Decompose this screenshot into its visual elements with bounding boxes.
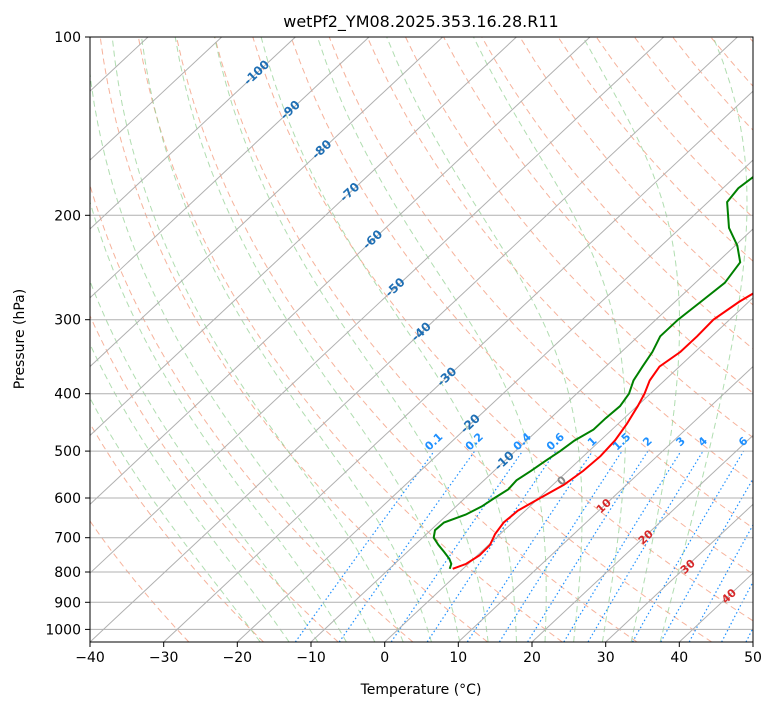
- moist-adiabat-line: [582, 37, 680, 642]
- x-tick-label: 40: [670, 650, 688, 666]
- isotherm-gridline: [90, 37, 370, 299]
- dry-adiabat-line: [328, 37, 753, 529]
- isotherm-gridline: [90, 37, 444, 368]
- isotherm-gridline: [310, 228, 753, 642]
- isotherm-gridline: [90, 37, 738, 642]
- moist-adiabat-line: [90, 397, 261, 642]
- isotherm-gridline: [236, 159, 753, 642]
- moist-adiabat-line: [659, 37, 748, 642]
- y-tick-label: 200: [54, 208, 81, 224]
- y-tick-label: 600: [54, 491, 81, 507]
- x-tick-label: 20: [523, 650, 541, 666]
- dry-adiabat-line: [252, 37, 753, 622]
- mixing-ratio-line: [498, 450, 623, 642]
- moist-adiabat-line: [473, 37, 627, 642]
- x-axis: −40 −30 −20 −10 0 10 20 30 40 50: [75, 642, 762, 666]
- plot-frame: [89, 36, 754, 643]
- y-tick-label: 700: [54, 531, 81, 547]
- moist-adiabat-line: [90, 69, 376, 642]
- mixing-ratio-lines: [294, 450, 753, 642]
- temperature-line: [452, 292, 753, 570]
- isotherm-gridline: [90, 37, 517, 437]
- moist-adiabat-line: [214, 37, 489, 642]
- y-tick-label: 800: [54, 565, 81, 581]
- moist-adiabat-line: [174, 37, 461, 642]
- moist-adiabat-line: [90, 279, 319, 642]
- x-tick-label: 30: [597, 650, 615, 666]
- y-tick-label: 900: [54, 595, 81, 611]
- moist-adiabat-line: [90, 342, 290, 642]
- dry-adiabat-line: [90, 422, 264, 642]
- dry-adiabat-line: [90, 314, 339, 642]
- isotherm-gridline: [90, 37, 665, 574]
- x-tick-label: 0: [380, 650, 389, 666]
- x-tick-label: −10: [296, 650, 326, 666]
- isotherm-gridline: [605, 503, 753, 642]
- moist-adiabat-line: [386, 37, 583, 642]
- y-tick-label: 1000: [45, 622, 81, 638]
- isotherm-gridline: [90, 37, 223, 161]
- mixing-ratio-line: [688, 523, 753, 642]
- isotherm-gridline: [531, 434, 753, 642]
- mixing-ratio-line: [338, 450, 476, 642]
- y-tick-label: 400: [54, 387, 81, 403]
- isotherm-gridline: [163, 90, 753, 642]
- mixing-ratio-line: [660, 477, 753, 642]
- isotherm-gridline: [90, 37, 591, 506]
- isotherm-gridline: [457, 365, 753, 642]
- x-tick-label: 10: [449, 650, 467, 666]
- x-axis-label: Temperature (°C): [360, 682, 482, 698]
- moist-adiabat-line: [141, 37, 432, 642]
- isotherm-gridlines: [90, 37, 753, 642]
- y-tick-label: 100: [54, 30, 81, 46]
- x-tick-label: 50: [744, 650, 762, 666]
- y-tick-label: 500: [54, 444, 81, 460]
- x-tick-label: −30: [149, 650, 179, 666]
- y-tick-label: 300: [54, 313, 81, 329]
- dewpoint-line: [432, 175, 753, 570]
- isotherm-gridline: [90, 37, 296, 230]
- dry-adiabat-line: [176, 37, 638, 642]
- chart-title: wetPf2_YM08.2025.353.16.28.R11: [283, 12, 558, 32]
- y-axis: 100 200 300 400 500 600 700 800 900 1000: [45, 30, 90, 638]
- moist-adiabat-line: [316, 37, 547, 642]
- isobar-gridlines: [90, 37, 753, 630]
- x-tick-label: −40: [75, 650, 105, 666]
- x-tick-label: −20: [223, 650, 253, 666]
- dry-adiabat-line: [290, 37, 753, 575]
- moist-adiabat-line: [260, 37, 517, 642]
- dry-adiabat-line: [99, 37, 488, 642]
- profile-lines: [432, 175, 753, 570]
- mixing-ratio-line: [294, 450, 435, 642]
- mixing-ratio-line: [563, 450, 682, 642]
- y-axis-label: Pressure (hPa): [12, 289, 28, 389]
- mixing-ratio-line: [426, 450, 557, 642]
- plot-area: -100-90-80-70-60-50-40-30-20-100.1 0.2 0.4…: [90, 37, 753, 642]
- mixing-ratio-line: [390, 450, 524, 642]
- mixing-ratio-line: [466, 450, 594, 642]
